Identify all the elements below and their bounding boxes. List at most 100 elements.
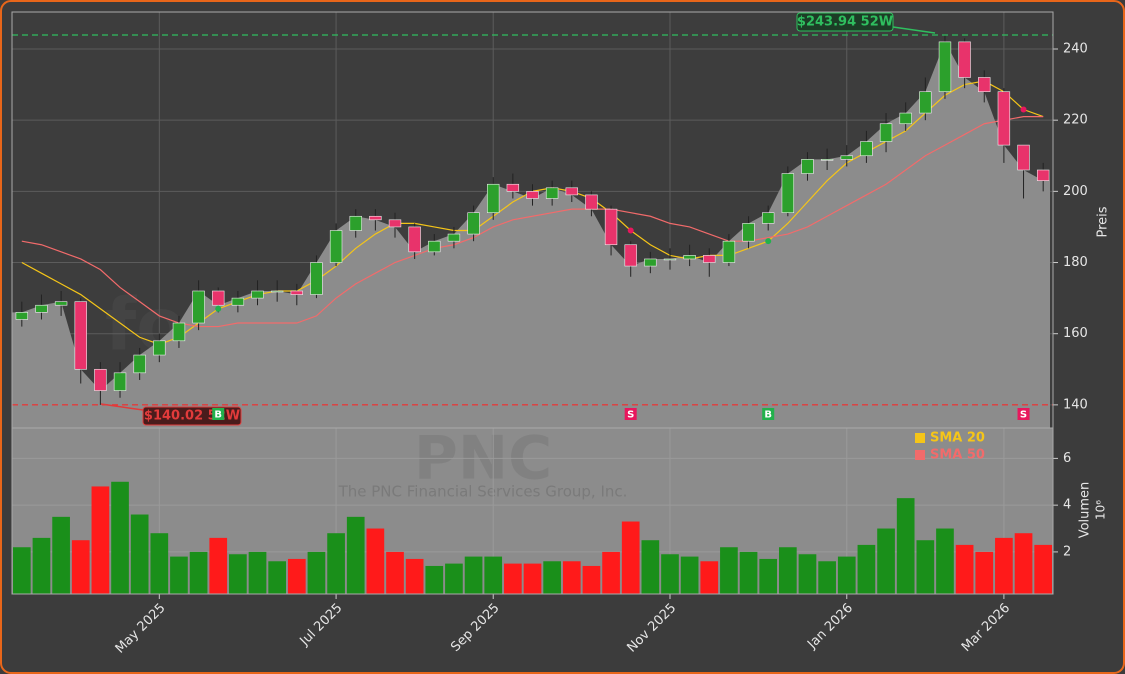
signal-box	[762, 408, 775, 420]
candle-body	[447, 233, 461, 242]
candle-body	[487, 183, 500, 214]
volume-bar	[150, 533, 169, 594]
candle-body	[94, 368, 107, 391]
signal-dot	[627, 227, 634, 234]
candle-body	[879, 123, 893, 142]
volume-bar	[661, 554, 679, 594]
volume-bar	[425, 565, 444, 594]
volume-bar	[995, 537, 1013, 594]
price-area	[12, 41, 1050, 429]
volume-bar	[52, 516, 70, 594]
volume-bar	[936, 528, 954, 594]
signal-box	[212, 408, 225, 420]
annotation-box	[796, 12, 894, 32]
volume-bar	[189, 551, 208, 594]
volume-bar	[543, 561, 561, 594]
company-watermark: The PNC Financial Services Group, Inc.	[338, 483, 628, 501]
legend-label: SMA 20	[930, 431, 985, 446]
volume-bar	[720, 547, 738, 594]
candle-body	[624, 244, 637, 267]
volume-bar	[346, 516, 365, 594]
candle-body	[290, 290, 303, 295]
volume-bar	[621, 521, 640, 594]
candle-body	[74, 301, 87, 370]
volume-bar	[877, 528, 895, 594]
volume-bar	[32, 537, 51, 594]
candle-body	[644, 258, 657, 267]
volume-bar	[504, 563, 522, 594]
volume-bar	[248, 551, 267, 594]
annotation-arrow	[892, 26, 936, 34]
volume-bar	[307, 551, 326, 594]
y-tick-label: 6	[1063, 451, 1071, 466]
y-tick-label: 220	[1063, 113, 1088, 128]
volume-bar	[366, 528, 385, 594]
y-axis-label: Preis	[1096, 206, 1111, 237]
candle-body	[820, 159, 834, 161]
signal-label: B	[214, 410, 222, 421]
volume-bar	[562, 561, 581, 594]
candle-body	[329, 230, 343, 263]
volume-bar	[779, 547, 797, 594]
candle-body	[251, 290, 264, 299]
candle-body	[781, 173, 795, 214]
candle-body	[840, 155, 853, 160]
signal-label: S	[627, 410, 634, 421]
y-tick-label: 180	[1063, 255, 1088, 270]
volume-bar	[91, 486, 110, 594]
candle-body	[192, 290, 205, 324]
volume-bar	[268, 561, 286, 594]
candle-body	[958, 41, 971, 78]
volume-bar	[916, 540, 935, 594]
candle-body	[310, 262, 323, 295]
signal-dot	[765, 238, 772, 245]
volume-bar	[111, 481, 129, 594]
signal-box	[1017, 408, 1030, 420]
volume-bar	[837, 556, 856, 594]
candle-body	[683, 255, 696, 260]
candle-body	[388, 219, 402, 228]
signal-box	[624, 408, 637, 420]
signal-dot	[1020, 106, 1027, 113]
candle-body	[604, 208, 618, 246]
candle-body	[663, 258, 677, 261]
high-52w-label: $243.94 52W	[797, 15, 893, 30]
volume-bar	[602, 551, 620, 594]
volume-bar	[759, 558, 778, 594]
signal-label: S	[1020, 410, 1027, 421]
candle-body	[212, 290, 225, 306]
candle-body	[467, 212, 480, 235]
candle-body	[801, 159, 814, 174]
candle-body	[722, 240, 736, 263]
volume-bar	[896, 498, 915, 594]
volume-bar	[71, 540, 90, 594]
sma-line	[21, 116, 1044, 328]
volume-bar	[955, 544, 974, 594]
y-tick-label: 2	[1063, 544, 1071, 559]
volume-bar	[1034, 544, 1053, 594]
candle-body	[997, 91, 1011, 146]
candle-body	[565, 187, 578, 196]
candle-body	[703, 255, 716, 263]
volume-bar	[229, 554, 247, 594]
volume-bar	[287, 558, 306, 594]
candle-body	[1017, 144, 1030, 171]
volume-bar	[1014, 533, 1033, 594]
candle-body	[15, 312, 29, 320]
candle-body	[506, 183, 520, 192]
volume-bar	[445, 563, 463, 594]
y-tick-label: 240	[1063, 42, 1088, 57]
volume-bar	[975, 551, 994, 594]
volume-bar	[327, 533, 345, 594]
volume-bar	[12, 547, 31, 594]
candle-body	[526, 191, 539, 199]
volume-bar	[209, 537, 228, 594]
candle-body	[349, 215, 362, 231]
volume-multiplier: 10⁶	[1094, 500, 1108, 520]
candle-body	[153, 340, 166, 356]
signal-dot	[215, 305, 222, 312]
volume-bar	[857, 544, 876, 594]
candle-body	[762, 212, 775, 224]
volume-bar	[680, 556, 699, 594]
